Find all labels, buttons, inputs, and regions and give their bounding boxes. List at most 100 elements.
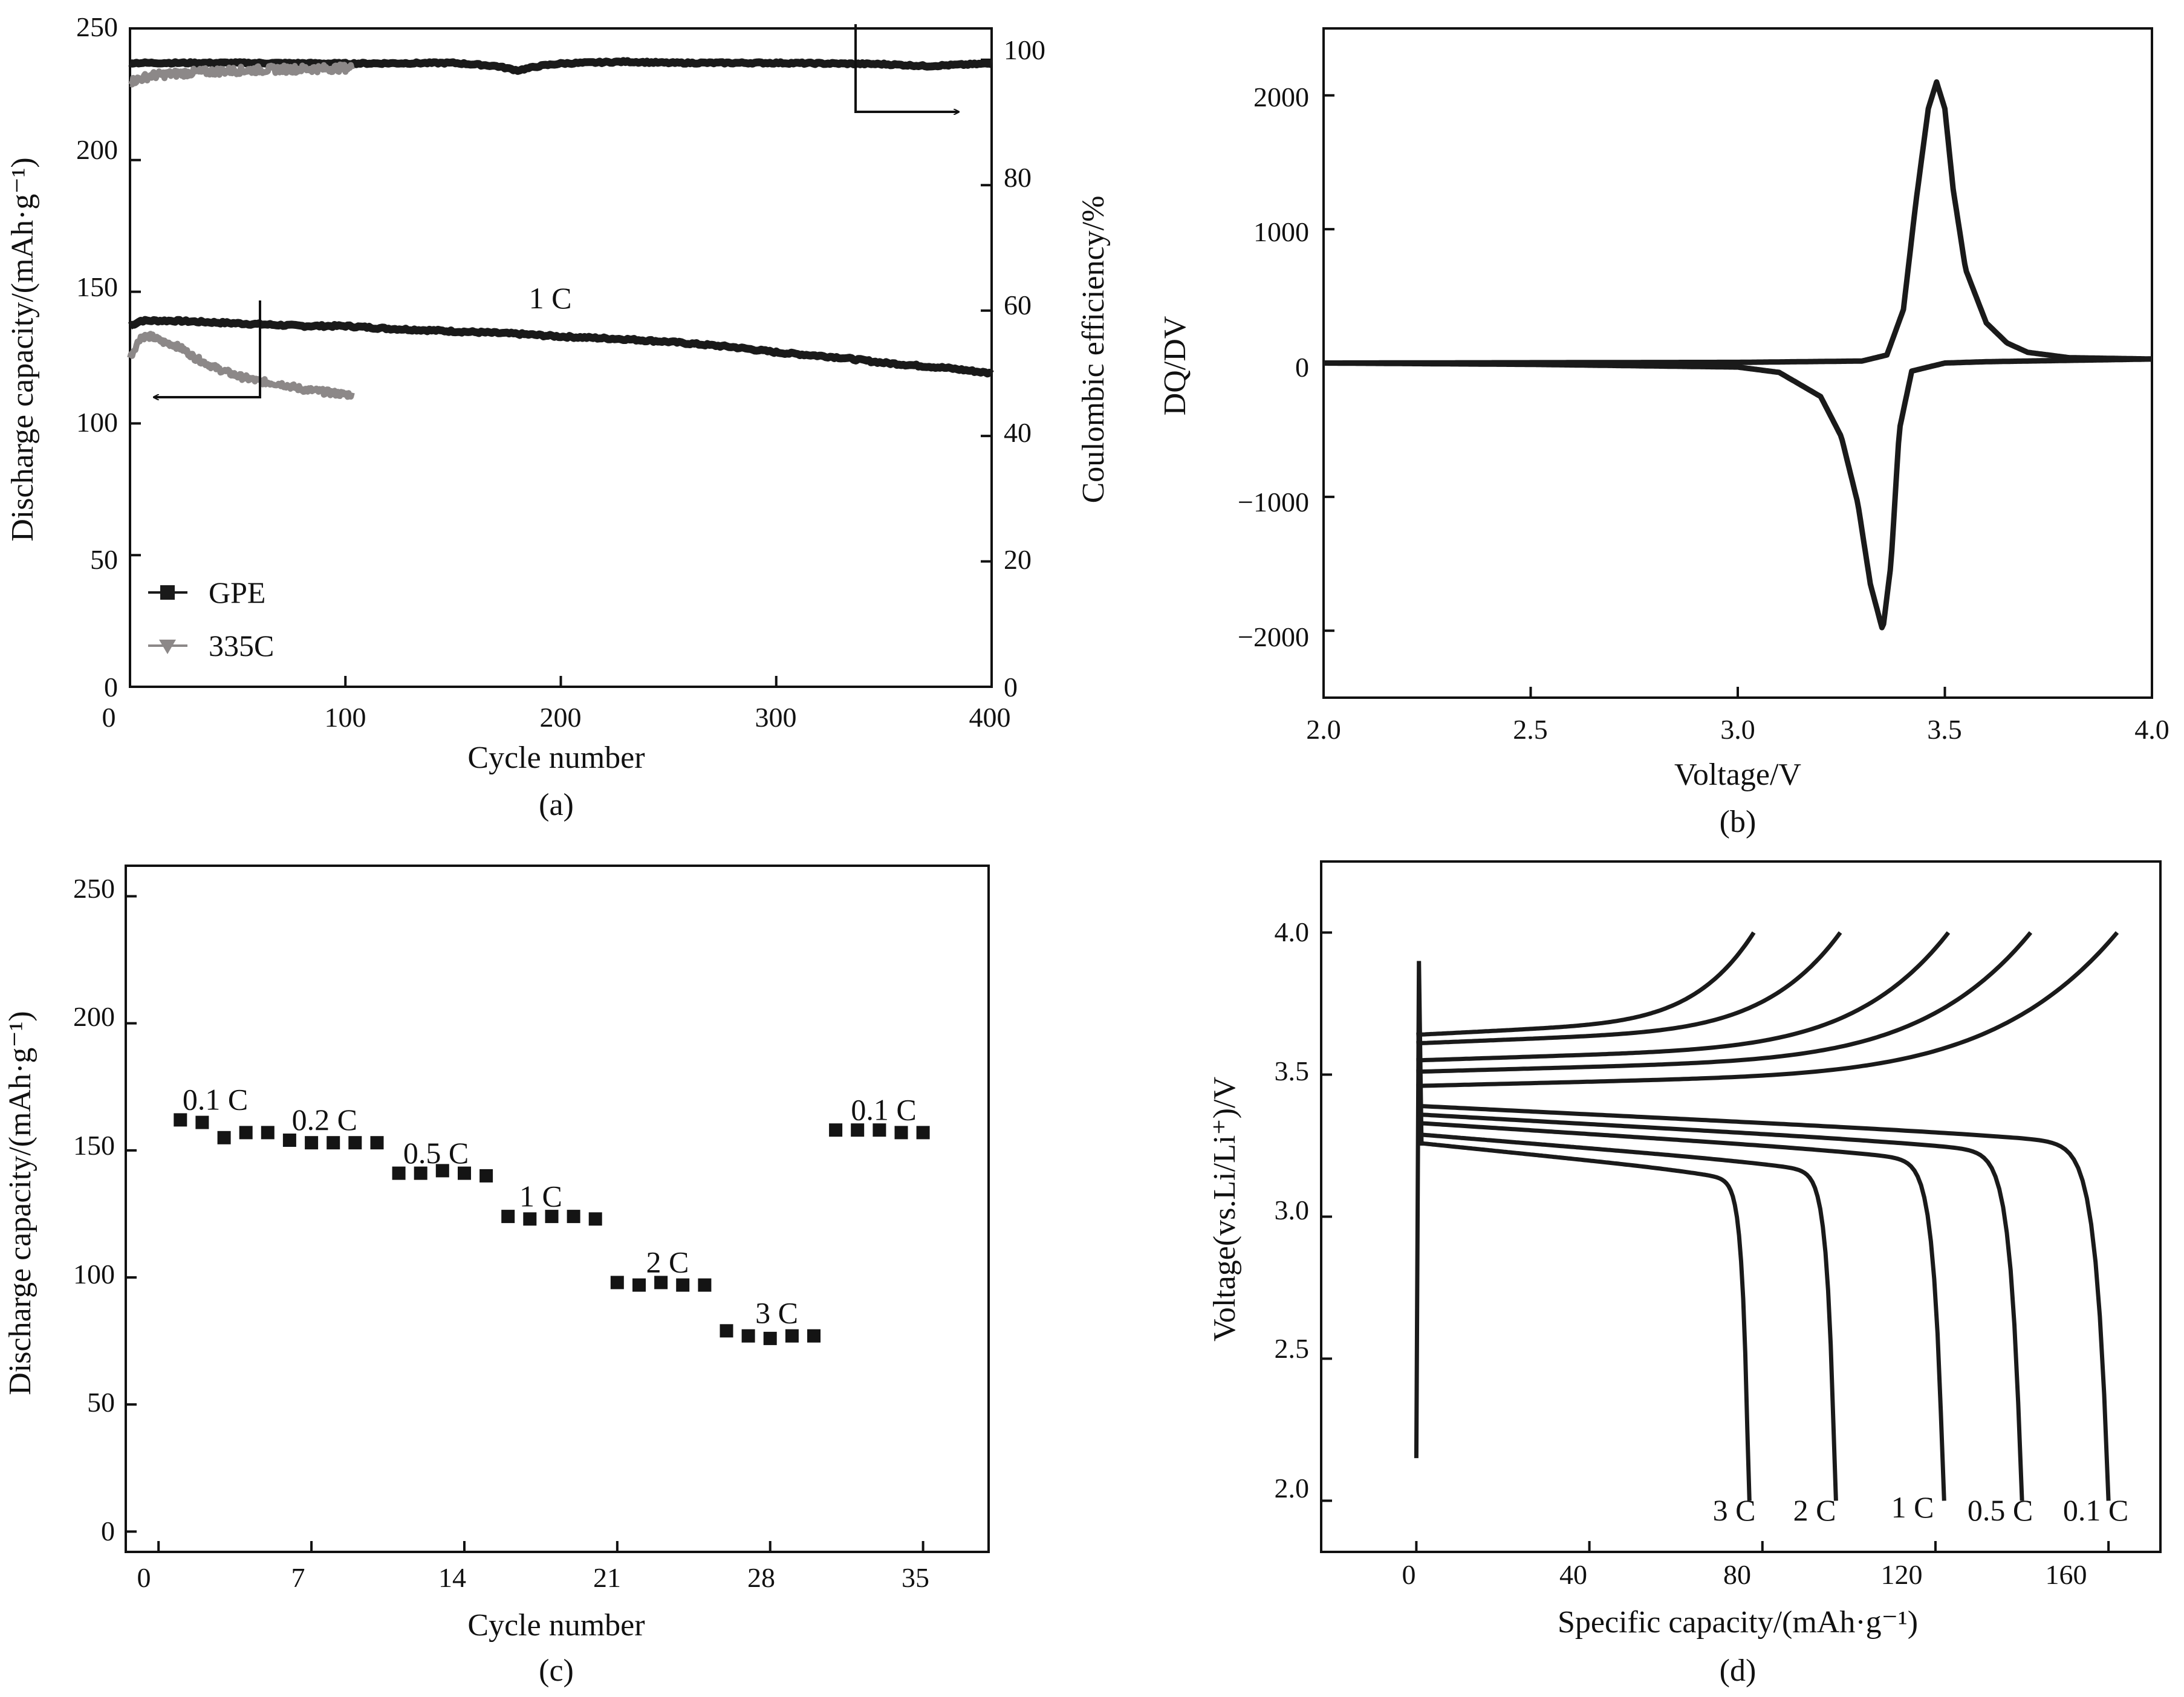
d-discharge-curve-2 [1416, 1120, 1946, 1501]
c-point-27 [741, 1329, 755, 1343]
d-charge-curve-4 [1416, 931, 2119, 1088]
c-point-30 [807, 1329, 821, 1343]
c-point-20 [588, 1212, 602, 1226]
legend-marker-gpe [160, 585, 175, 600]
d-charge-curve-2 [1416, 931, 1951, 1063]
d-charge-curve-3 [1416, 931, 2033, 1074]
c-xtick-7: 7 [291, 1562, 305, 1593]
b-xtick-2.5: 2.5 [1513, 714, 1548, 745]
c-point-13 [435, 1164, 449, 1178]
legend-marker-335c [159, 640, 176, 654]
c-point-5 [261, 1126, 275, 1140]
panel-b: 2000 1000 0 −1000 −2000 2.0 2.5 3.0 3.5 … [1158, 27, 2169, 839]
c-annotation-3: 1 C [519, 1179, 562, 1213]
c-point-19 [567, 1210, 580, 1224]
d-xtick-160: 160 [2046, 1559, 2087, 1590]
a-y2tick-0: 0 [1004, 672, 1018, 702]
b-y-axis-label: DQ/DV [1158, 316, 1192, 416]
d-ytick-2.0: 2.0 [1275, 1473, 1310, 1504]
a-series-2 [128, 57, 993, 75]
d-charge-curve-1 [1416, 931, 1842, 1046]
c-point-6 [282, 1134, 296, 1147]
b-caption: (b) [1720, 805, 1757, 839]
d-label-2c: 2 C [1793, 1493, 1836, 1527]
d-xtick-120: 120 [1881, 1559, 1923, 1590]
c-y-axis-label: Discharge capacity/(mAh·g⁻¹) [3, 1011, 37, 1395]
c-point-34 [894, 1126, 908, 1140]
c-annotation-6: 0.1 C [851, 1092, 916, 1126]
a-series-3 [128, 61, 355, 88]
d-discharge-curve-4 [1416, 1103, 2111, 1501]
c-point-17 [523, 1212, 537, 1226]
d-ytick-2.5: 2.5 [1275, 1333, 1310, 1364]
a-ticks [129, 58, 993, 688]
c-xtick-35: 35 [902, 1562, 929, 1593]
c-point-29 [785, 1329, 799, 1343]
c-annotation-4: 2 C [646, 1245, 689, 1279]
legend-label-335c: 335C [209, 629, 274, 663]
d-label-3c: 3 C [1713, 1493, 1756, 1527]
d-discharge-curve-3 [1416, 1112, 2024, 1501]
a-xtick-200: 200 [540, 702, 582, 733]
a-xtick-100: 100 [325, 702, 366, 733]
c-point-12 [414, 1166, 427, 1180]
d-label-1c: 1 C [1891, 1490, 1934, 1524]
b-x-axis-label: Voltage/V [1674, 758, 1801, 792]
c-point-7 [305, 1136, 319, 1150]
b-ytick-2000: 2000 [1253, 82, 1309, 112]
b-ytick-0: 0 [1295, 352, 1309, 383]
c-xtick-21: 21 [593, 1562, 621, 1593]
c-data: 0.1 C 0.2 C 0.5 C 1 C 2 C 3 C 0.1 C [174, 1083, 930, 1345]
b-xtick-3.5: 3.5 [1927, 714, 1962, 745]
a-ytick-100: 100 [76, 407, 118, 438]
d-label-0.1c: 0.1 C [2063, 1493, 2128, 1527]
c-x-axis-label: Cycle number [467, 1608, 645, 1643]
a-annotation-1c: 1 C [529, 281, 572, 315]
a-ytick-150: 150 [76, 271, 118, 302]
c-point-22 [632, 1278, 646, 1292]
a-ytick-200: 200 [76, 134, 118, 165]
a-y2tick-80: 80 [1004, 162, 1032, 193]
c-ticks [126, 895, 925, 1552]
a-y2tick-100: 100 [1004, 34, 1045, 65]
d-caption: (d) [1720, 1653, 1757, 1688]
c-point-10 [370, 1136, 384, 1150]
c-point-4 [239, 1126, 253, 1140]
a-y2-axis-label: Coulombic efficiency/% [1076, 196, 1111, 504]
c-xtick-14: 14 [438, 1562, 466, 1593]
b-series-charge [1322, 79, 2153, 366]
c-ytick-0: 0 [101, 1516, 115, 1546]
d-data [1414, 931, 2119, 1501]
b-xtick-2.0: 2.0 [1306, 714, 1341, 745]
c-xtick-28: 28 [747, 1562, 775, 1593]
b-ticks [1324, 94, 1946, 698]
d-ytick-3.5: 3.5 [1275, 1056, 1310, 1086]
c-point-28 [763, 1331, 777, 1345]
a-left-axis-arrow [154, 300, 261, 397]
d-x-axis-label: Specific capacity/(mAh·g⁻¹) [1558, 1605, 1918, 1640]
d-ytick-4.0: 4.0 [1275, 917, 1310, 947]
c-point-21 [610, 1276, 624, 1290]
d-label-0.5c: 0.5 C [1968, 1493, 2033, 1527]
c-annotation-1: 0.2 C [292, 1103, 357, 1137]
a-x-axis-label: Cycle number [467, 741, 645, 775]
a-xtick-400: 400 [969, 702, 1011, 733]
d-y-axis-label: Voltage(vs.Li/Li⁺)/V [1207, 1077, 1242, 1342]
c-point-26 [720, 1324, 733, 1338]
a-y2tick-20: 20 [1004, 544, 1032, 575]
panel-d: 4.0 3.5 3.0 2.5 2.0 0 40 80 120 160 Spec… [1207, 860, 2162, 1688]
b-xtick-4.0: 4.0 [2134, 714, 2169, 745]
c-point-11 [392, 1166, 406, 1180]
d-xtick-80: 80 [1723, 1559, 1751, 1590]
c-annotation-0: 0.1 C [183, 1083, 248, 1117]
panel-c: 0.1 C 0.2 C 0.5 C 1 C 2 C 3 C 0.1 C 250 200 15… [3, 865, 990, 1688]
c-ytick-200: 200 [73, 1001, 115, 1032]
a-ytick-50: 50 [90, 544, 118, 575]
c-point-35 [916, 1126, 930, 1140]
b-series-discharge [1322, 356, 2153, 631]
a-ytick-250: 250 [76, 11, 118, 42]
c-point-16 [501, 1210, 515, 1224]
a-y2tick-40: 40 [1004, 417, 1032, 448]
a-series-0 [128, 316, 994, 378]
